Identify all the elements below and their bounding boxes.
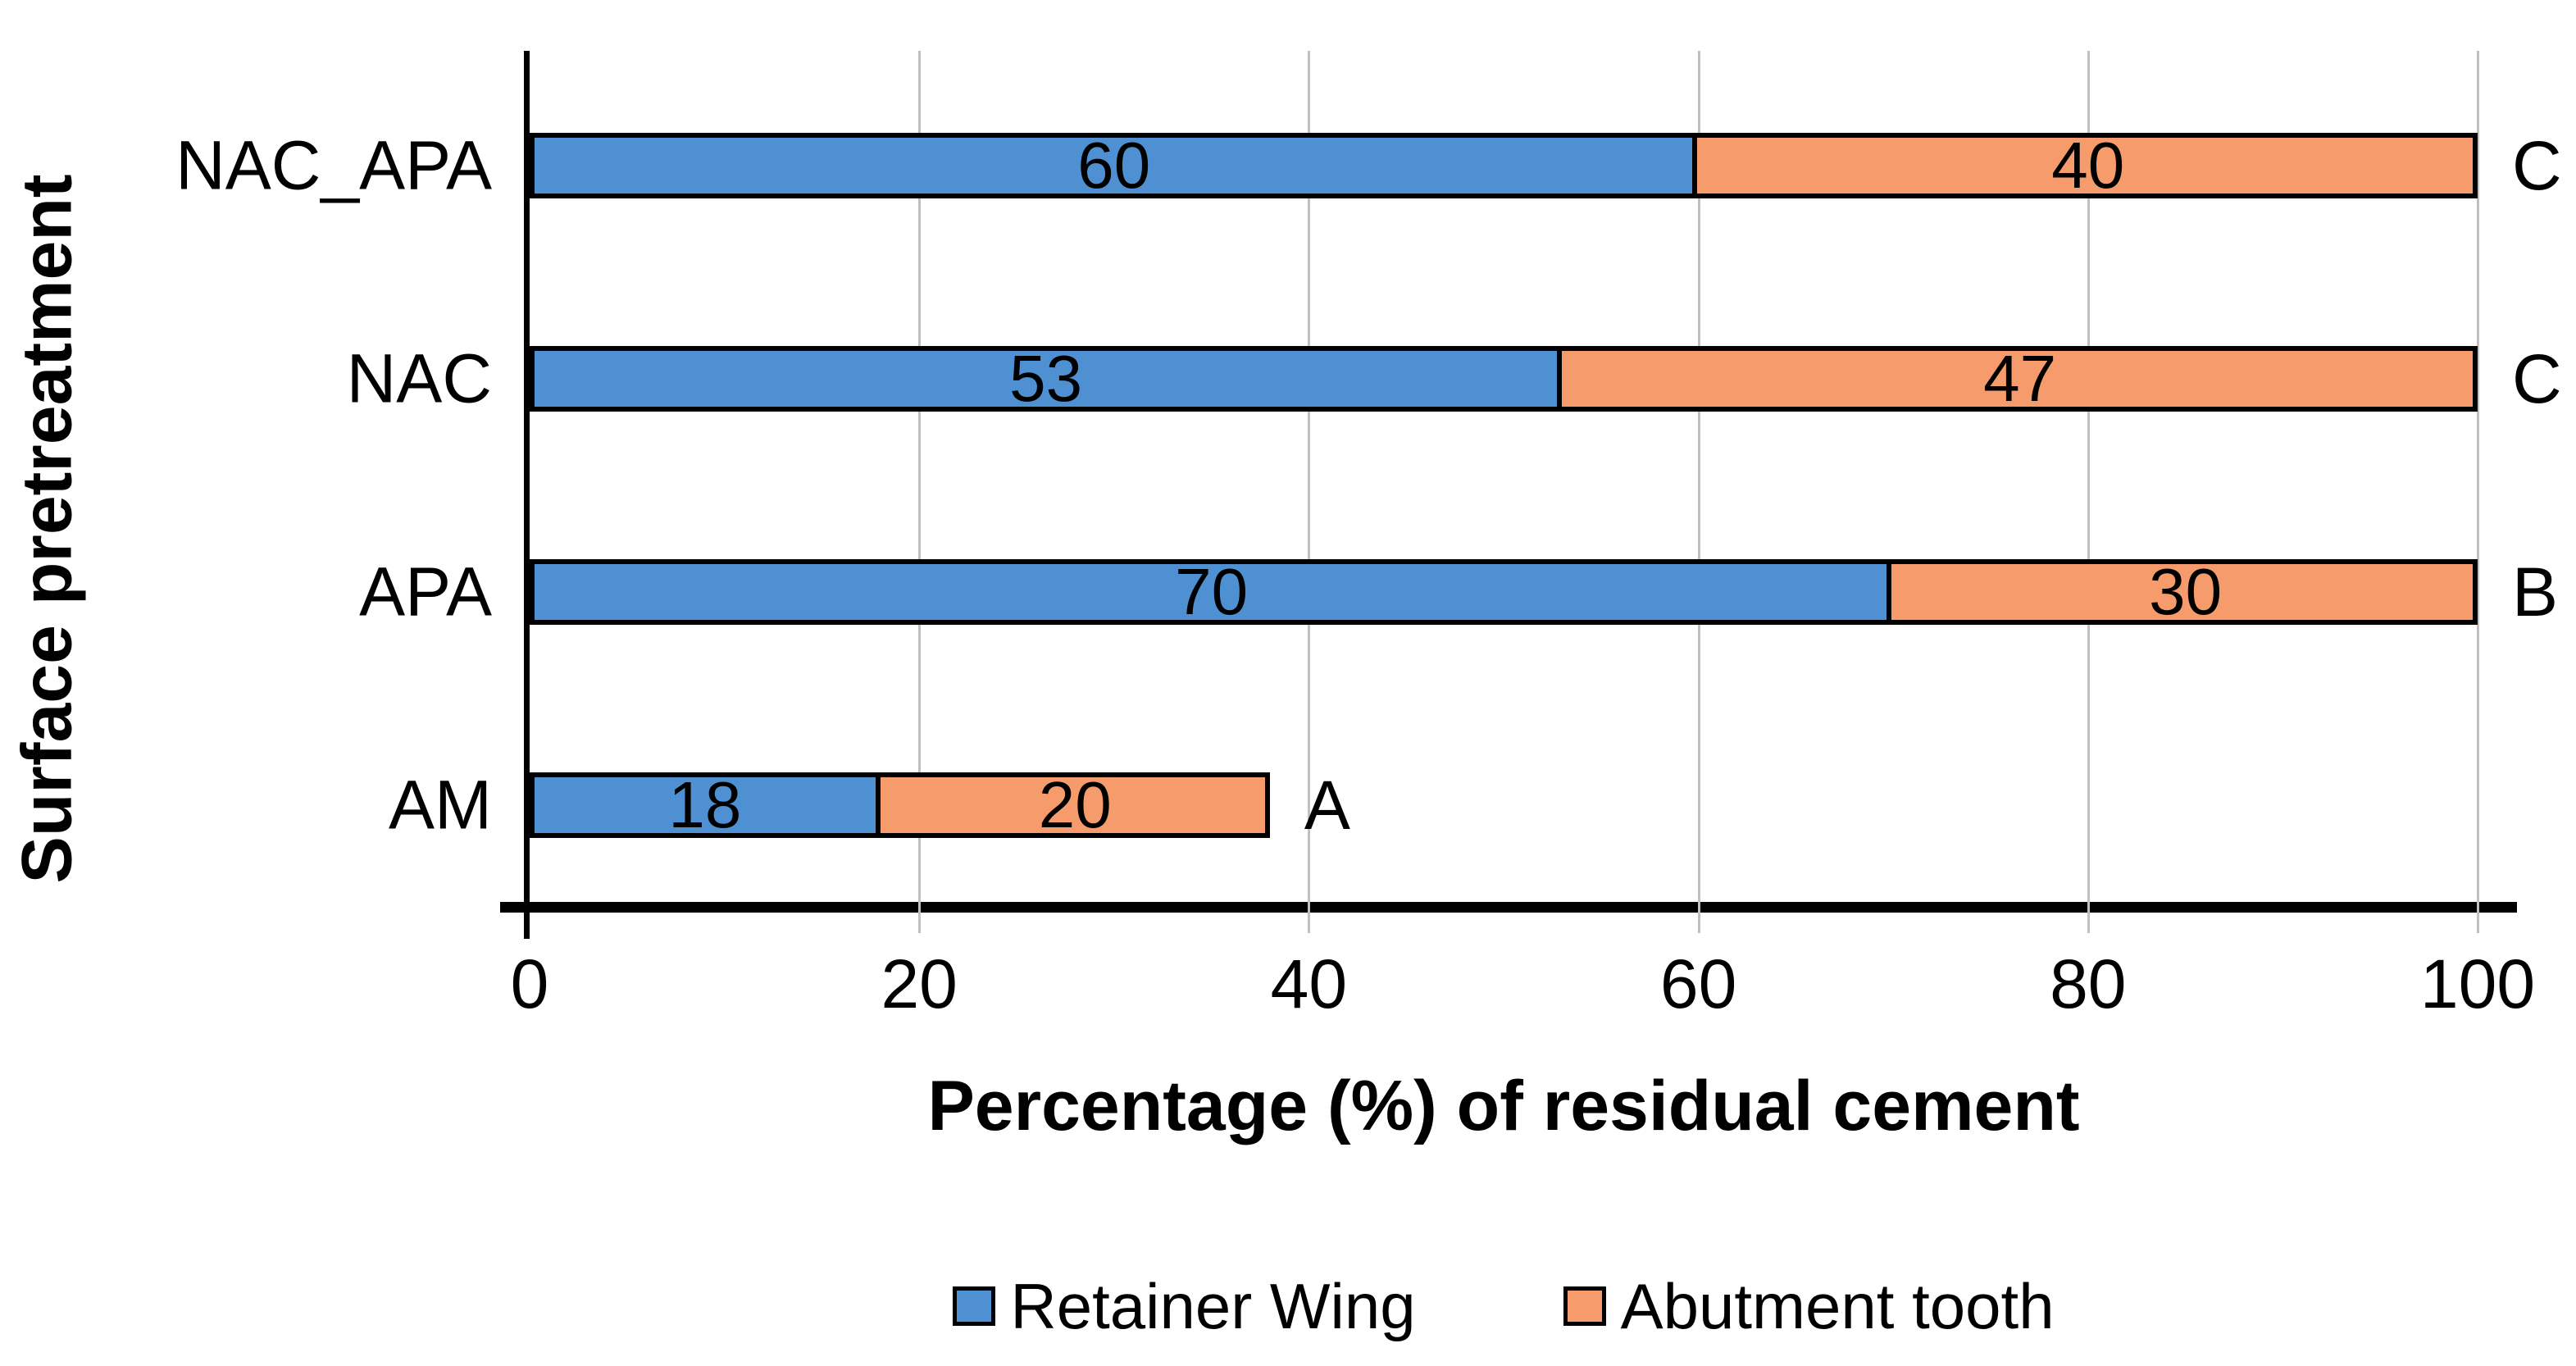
significance-letter: C <box>2512 127 2562 204</box>
legend-item: Retainer Wing <box>953 1270 1416 1342</box>
x-tick-label: 80 <box>2050 945 2127 1022</box>
data-label: 40 <box>2051 129 2125 202</box>
segment-retainer-wing <box>535 351 1562 407</box>
gridline <box>1308 51 1311 933</box>
data-label: 70 <box>1175 555 1249 628</box>
legend-swatch-icon <box>953 1286 996 1326</box>
legend: Retainer Wing Abutment tooth <box>530 1267 2478 1346</box>
category-label: NAC_APA <box>175 126 492 204</box>
significance-letter: B <box>2512 553 2559 631</box>
significance-letter: C <box>2512 340 2562 417</box>
gridline <box>2087 51 2090 933</box>
gridline <box>918 51 922 933</box>
y-axis-line <box>524 51 530 939</box>
x-tick-label: 0 <box>510 945 549 1022</box>
segment-abutment-tooth <box>1891 564 2473 620</box>
legend-label: Retainer Wing <box>1010 1270 1416 1342</box>
significance-letter: A <box>1304 767 1350 844</box>
legend-item: Abutment tooth <box>1563 1274 2055 1338</box>
segment-abutment-tooth <box>1561 351 2473 407</box>
bar-row-APA <box>530 559 2478 625</box>
data-label: 18 <box>668 768 742 841</box>
bar-row-NAC_APA <box>530 133 2478 198</box>
segment-abutment-tooth <box>880 777 1265 833</box>
gridline <box>1697 51 1700 933</box>
category-label: NAC <box>346 339 492 417</box>
x-axis-title: Percentage (%) of residual cement <box>927 1067 2080 1145</box>
data-label: 20 <box>1038 768 1112 841</box>
legend-label: Abutment tooth <box>1620 1270 2055 1342</box>
x-tick-label: 20 <box>881 945 958 1022</box>
segment-retainer-wing <box>535 138 1698 194</box>
x-axis-line <box>500 902 2517 913</box>
gridline <box>2477 51 2479 933</box>
data-label: 53 <box>1009 342 1083 415</box>
data-label: 60 <box>1077 129 1151 202</box>
bar-row-NAC <box>530 346 2478 412</box>
x-tick-label: 100 <box>2419 945 2536 1022</box>
segment-retainer-wing <box>535 777 881 833</box>
segment-abutment-tooth <box>1697 138 2473 194</box>
x-tick-label: 60 <box>1659 945 1737 1022</box>
legend-swatch-icon <box>1563 1286 1606 1326</box>
data-label: 47 <box>1983 342 2057 415</box>
category-label: AM <box>389 766 492 844</box>
category-label: APA <box>359 553 492 631</box>
bar-row-AM <box>530 772 1270 838</box>
data-label: 30 <box>2149 555 2223 628</box>
segment-retainer-wing <box>535 564 1891 620</box>
x-tick-label: 40 <box>1270 945 1348 1022</box>
